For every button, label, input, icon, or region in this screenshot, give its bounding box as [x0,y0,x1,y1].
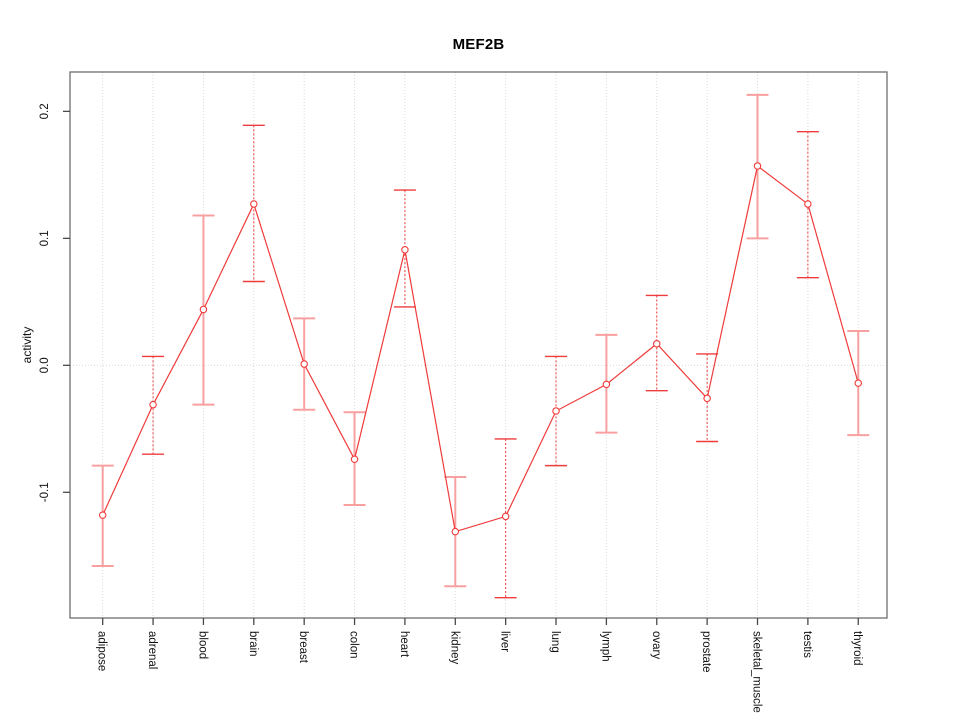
data-point [98,511,107,519]
data-point [250,200,258,208]
data-point [854,379,862,387]
category-label: blood [196,631,208,659]
data-point [804,200,812,208]
category-label: kidney [448,631,460,664]
category-label: breast [297,631,309,664]
category-label: testis [801,631,813,658]
y-tick-label: 0.0 [39,357,51,373]
data-point [703,394,711,403]
y-tick-label: -0.1 [39,482,51,502]
category-label: adrenal [146,631,158,669]
data-point [451,527,460,536]
category-label: prostate [700,631,712,673]
data-point [199,305,208,314]
data-point [501,512,510,521]
data-point [401,246,409,254]
data-point [300,360,308,368]
category-label: thyroid [851,631,863,666]
category-label: brain [247,631,259,657]
category-label: lymph [599,631,611,662]
data-point [602,380,611,389]
data-point [350,455,359,464]
data-point [149,400,157,409]
data-point [552,407,560,415]
y-tick-label: 0.2 [39,103,51,119]
plot-border [69,71,888,619]
y-tick-label: 0.1 [39,230,51,246]
category-label: adipose [96,631,108,671]
category-label: heart [398,631,410,658]
category-label: ovary [650,631,662,659]
y-axis-label: activity [20,326,34,364]
category-label: colon [348,631,360,659]
data-point [653,339,661,348]
category-label: lung [549,631,561,653]
category-label: liver [499,631,511,652]
data-point [753,162,762,170]
data-line [102,164,859,533]
chart-title: MEF2B [452,36,505,53]
category-label: skeletal_muscle [750,631,762,713]
